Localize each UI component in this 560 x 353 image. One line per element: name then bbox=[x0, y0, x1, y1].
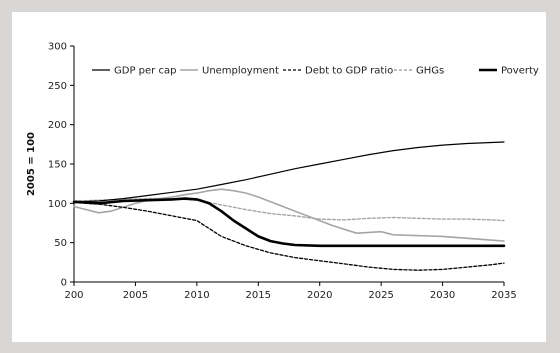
x-tick-label: 2030 bbox=[430, 290, 455, 301]
y-tick-label: 200 bbox=[48, 120, 67, 131]
x-tick-label: 2035 bbox=[491, 290, 516, 301]
x-tick-label: 2010 bbox=[184, 290, 209, 301]
line-chart: 0 50 100 150 200 250 300 200 2005 2010 2015 2020 202… bbox=[26, 42, 539, 302]
x-tick-label: 2015 bbox=[246, 290, 271, 301]
legend-label-unemployment: Unemployment bbox=[202, 66, 279, 77]
series-line-ghgs bbox=[73, 197, 505, 222]
x-tick-label: 2025 bbox=[368, 290, 393, 301]
legend-label-ghgs: GHGs bbox=[416, 66, 444, 77]
y-tick-label: 300 bbox=[48, 42, 67, 53]
y-tick-label: 150 bbox=[48, 160, 67, 171]
y-tick-label: 250 bbox=[48, 81, 67, 92]
x-tick-label: 2005 bbox=[123, 290, 148, 301]
series-line-gdp-per-cap bbox=[73, 141, 505, 203]
x-tick-label: 2020 bbox=[307, 290, 332, 301]
series-line-debt-to-gdp-ratio bbox=[73, 201, 505, 271]
chart-panel: 0 50 100 150 200 250 300 200 2005 2010 2015 2020 202… bbox=[12, 12, 546, 342]
x-tick-label: 200 bbox=[64, 290, 83, 301]
series-line-unemployment bbox=[73, 188, 505, 242]
legend-label-poverty: Poverty bbox=[501, 66, 539, 77]
legend-label-gdp-per-cap: GDP per cap bbox=[114, 66, 176, 77]
y-axis-label: 2005 = 100 bbox=[26, 132, 37, 196]
legend-label-debt-to-gdp-ratio: Debt to GDP ratio bbox=[305, 66, 393, 77]
y-tick-label: 0 bbox=[61, 278, 67, 289]
y-tick-label: 100 bbox=[48, 199, 67, 210]
series-line-poverty bbox=[72, 197, 506, 248]
y-tick-label: 50 bbox=[54, 238, 67, 249]
